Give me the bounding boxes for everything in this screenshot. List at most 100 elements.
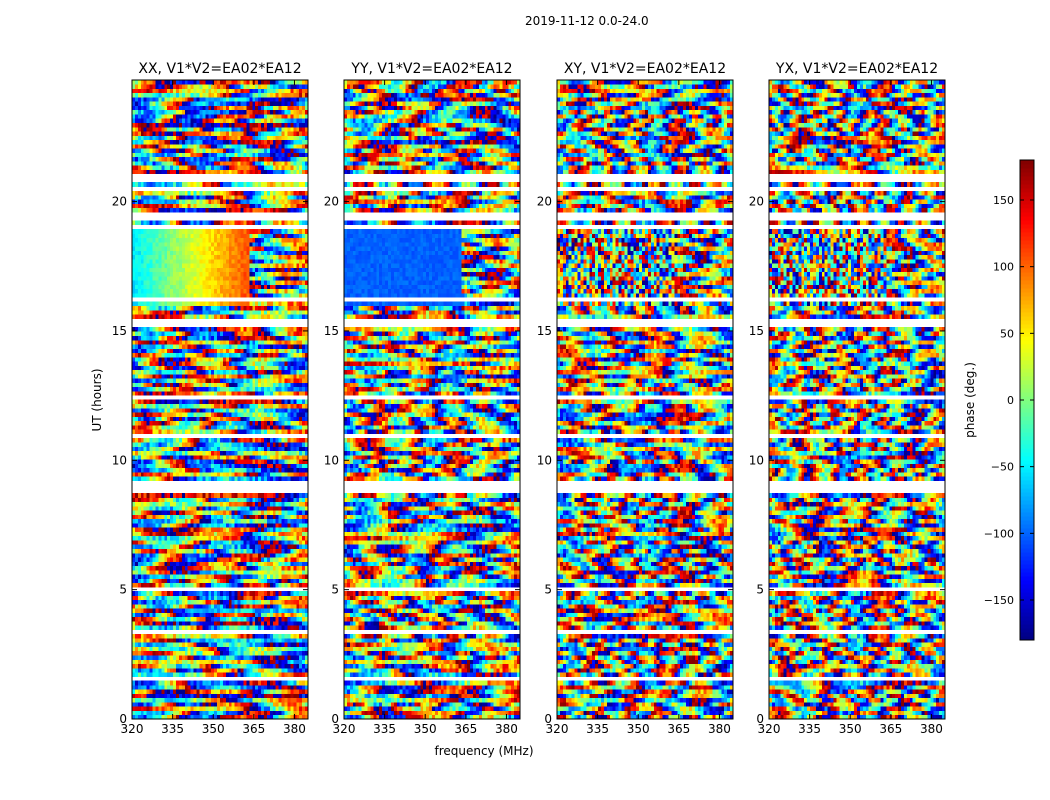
heatmap-cell [255,339,259,345]
heatmap-cell [208,476,212,481]
heatmap-cell [217,506,221,511]
heatmap-cell [217,599,221,605]
heatmap-cell [137,514,142,520]
heatmap-cell [152,616,156,622]
heatmap-cell [132,501,136,507]
heatmap-cell [275,527,280,532]
heatmap-cell [281,459,285,464]
heatmap-cell [240,523,244,528]
heatmap-cell [293,331,297,336]
heatmap-cell [302,689,306,694]
heatmap-cell [302,510,306,515]
heatmap-cell [246,450,250,456]
heatmap-cell [287,527,291,532]
heatmap-cell [181,642,186,647]
heatmap-cell [178,348,183,354]
heatmap-cell [161,497,165,503]
heatmap-cell [234,548,238,554]
heatmap-cell [202,365,206,371]
heatmap-cell [293,356,297,362]
heatmap-cell [149,591,153,596]
heatmap-cell [296,667,300,673]
heatmap-cell [246,642,250,647]
heatmap-cell [284,335,288,341]
heatmap-cell [164,416,168,422]
heatmap-cell [266,412,271,417]
heatmap-cell [202,591,206,596]
heatmap-cell [193,386,197,392]
heatmap-cell [211,459,215,464]
heatmap-cell [296,352,300,358]
heatmap-cell [202,356,206,362]
heatmap-cell [225,416,230,422]
heatmap-cell [214,706,218,711]
heatmap-cell [240,510,244,515]
heatmap-cell [281,591,285,596]
heatmap-cell [158,527,162,532]
heatmap-cell [261,459,265,464]
heatmap-cell [146,369,150,375]
heatmap-cell [167,459,171,464]
heatmap-cell [266,552,271,558]
heatmap-cell [299,369,303,375]
heatmap-cell [132,463,136,469]
heatmap-cell [193,408,197,413]
heatmap-cell [275,646,280,652]
heatmap-cell [161,569,165,575]
heatmap-cell [220,672,224,677]
heatmap-cell [178,603,183,609]
heatmap-cell [252,544,256,549]
heatmap-cell [266,697,271,703]
heatmap-cell [293,378,297,383]
heatmap-cell [199,578,203,584]
heatmap-cell [149,429,153,434]
heatmap-cell [214,616,218,622]
heatmap-cell [228,689,233,694]
heatmap-cell [137,591,142,596]
heatmap-cell [299,523,303,528]
heatmap-cell [220,454,224,460]
heatmap-cell [176,331,180,336]
heatmap-cell [228,701,233,707]
heatmap-cell [190,437,194,443]
heatmap-cell [234,501,238,507]
heatmap-cell [146,437,150,443]
heatmap-cell [272,633,277,639]
heatmap-cell [211,403,215,409]
heatmap-cell [234,667,238,673]
heatmap-cell [249,714,253,720]
heatmap-cell [302,369,306,375]
heatmap-cell [187,684,192,690]
heatmap-cell [184,595,189,601]
heatmap-cell [155,574,159,579]
heatmap-cell [228,335,233,341]
heatmap-cell [222,446,227,452]
heatmap-cell [305,399,309,405]
heatmap-cell [231,471,236,477]
heatmap-cell [184,339,189,345]
heatmap-cell [149,697,153,703]
heatmap-cell [293,684,297,690]
heatmap-cell [146,582,150,588]
heatmap-cell [252,540,256,545]
heatmap-cell [208,386,212,392]
heatmap-cell [220,701,224,707]
heatmap-cell [158,442,162,447]
heatmap-cell [275,344,280,349]
heatmap-cell [275,582,280,588]
heatmap-cell [155,501,159,507]
heatmap-cell [164,429,168,434]
heatmap-cell [196,638,200,643]
heatmap-cell [249,557,253,562]
heatmap-cell [193,616,197,622]
heatmap-cell [176,335,180,341]
heatmap-cell [152,612,156,618]
heatmap-cell [252,599,256,605]
heatmap-cell [196,361,200,366]
heatmap-cell [137,373,142,379]
heatmap-cell [205,697,209,703]
heatmap-cell [246,574,250,579]
heatmap-cell [302,442,306,447]
heatmap-cell [161,706,165,711]
heatmap-cell [281,578,285,584]
